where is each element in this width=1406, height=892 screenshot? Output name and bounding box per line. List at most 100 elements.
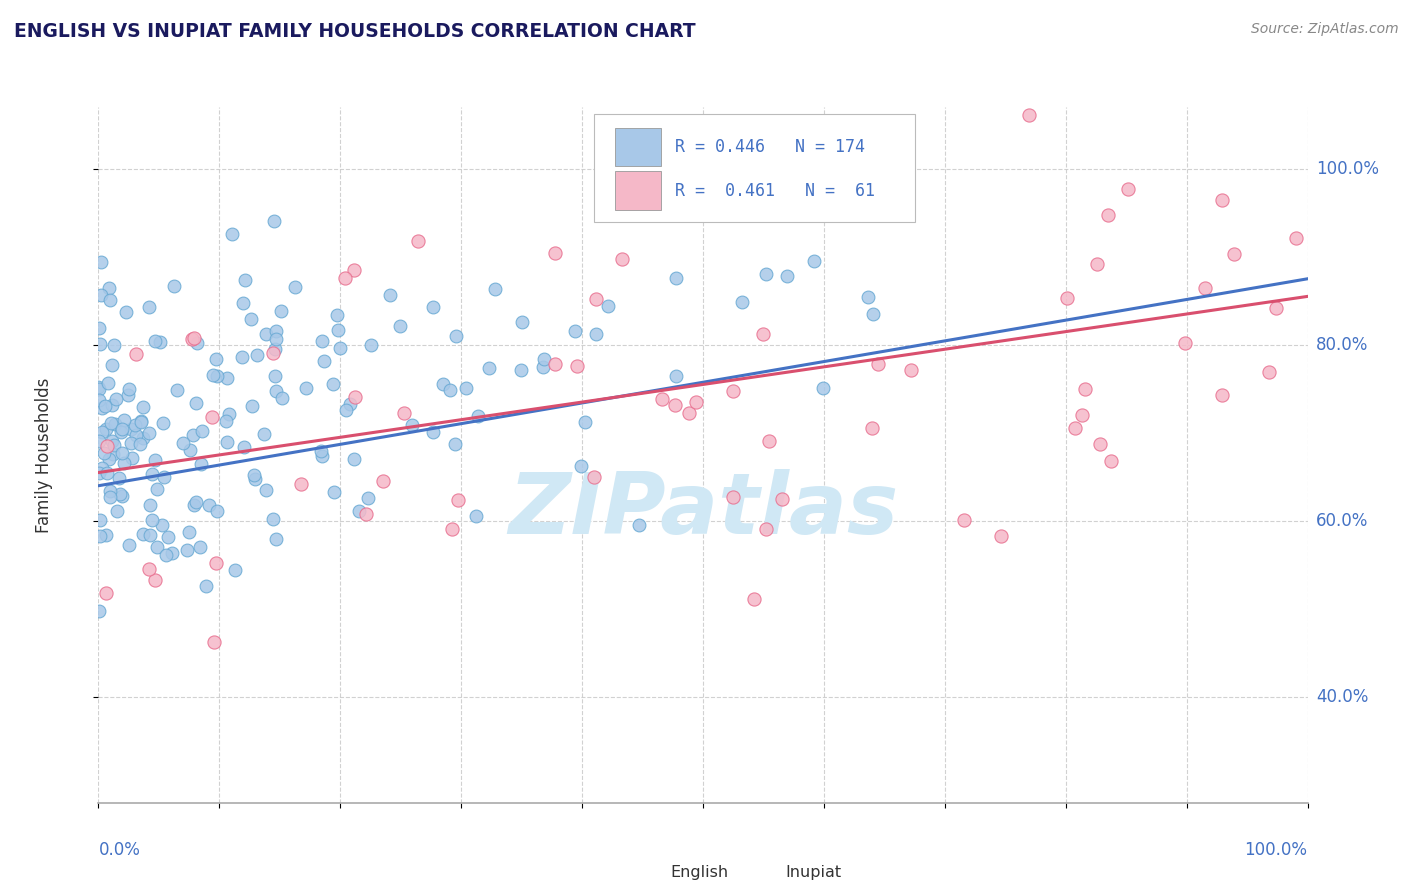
Point [440,522,463,536]
Point [1285,231,1308,245]
Point [118,538,141,552]
Point [121,435,143,450]
Point [188,540,211,554]
Point [242,467,264,482]
Point [96,439,118,453]
Point [138,527,160,541]
Point [1223,247,1246,261]
Point [98,293,121,308]
Point [721,491,744,505]
Point [731,294,754,309]
Text: 0.0%: 0.0% [98,841,141,859]
Point [240,312,263,326]
FancyBboxPatch shape [624,858,661,887]
Point [138,426,160,441]
Point [97,281,120,295]
Point [467,409,489,423]
Text: 80.0%: 80.0% [1316,335,1368,354]
Point [129,415,152,429]
Point [253,426,276,441]
Point [439,383,461,397]
Point [1088,437,1111,451]
Point [111,446,134,460]
Point [1174,336,1197,351]
Point [335,403,357,417]
Point [233,273,256,287]
Point [329,341,352,355]
Point [132,400,155,414]
Text: English: English [671,865,728,880]
Point [97,376,120,390]
Point [157,530,180,544]
Point [149,335,172,350]
Point [544,358,567,372]
Point [112,413,135,427]
Point [357,491,380,505]
Point [347,504,370,518]
Point [179,442,201,457]
Point [264,324,287,338]
Point [312,353,335,368]
Point [311,449,333,463]
Point [751,326,773,341]
Point [1018,108,1040,122]
Point [531,359,554,374]
Point [89,392,111,407]
Point [1056,291,1078,305]
Point [665,368,688,383]
Point [94,528,117,542]
Point [432,377,454,392]
Point [138,300,160,314]
Point [90,255,112,269]
Point [565,359,588,374]
Point [186,396,208,410]
Point [132,431,155,445]
Point [221,227,243,242]
Point [152,416,174,430]
Point [284,280,307,294]
Point [129,415,152,429]
Point [254,483,277,497]
Point [610,252,633,267]
Point [98,491,121,505]
Point [153,469,176,483]
Point [224,563,246,577]
FancyBboxPatch shape [614,128,661,166]
Point [146,482,169,496]
Text: 100.0%: 100.0% [1244,841,1308,859]
Point [91,460,114,475]
Point [484,282,506,296]
Point [510,315,533,329]
Point [91,401,114,415]
Point [380,288,402,302]
Point [270,304,292,318]
Point [111,422,134,436]
Point [87,604,110,618]
Text: 60.0%: 60.0% [1316,512,1368,530]
Point [900,363,922,377]
Point [93,446,115,460]
Point [101,398,124,412]
Point [478,361,501,376]
Point [186,336,208,351]
Point [294,381,316,395]
Point [262,345,284,359]
Point [160,546,183,560]
Point [190,457,212,471]
Point [100,416,122,430]
Point [343,451,366,466]
Point [953,513,976,527]
Point [264,384,287,399]
Point [1211,388,1233,402]
Point [533,352,555,367]
Point [721,384,744,398]
Point [97,452,120,467]
Point [96,586,118,600]
Point [87,466,110,480]
Point [356,508,378,522]
Point [1074,382,1097,396]
Point [90,425,112,439]
Point [1085,257,1108,271]
Point [114,305,136,319]
Point [108,487,131,501]
